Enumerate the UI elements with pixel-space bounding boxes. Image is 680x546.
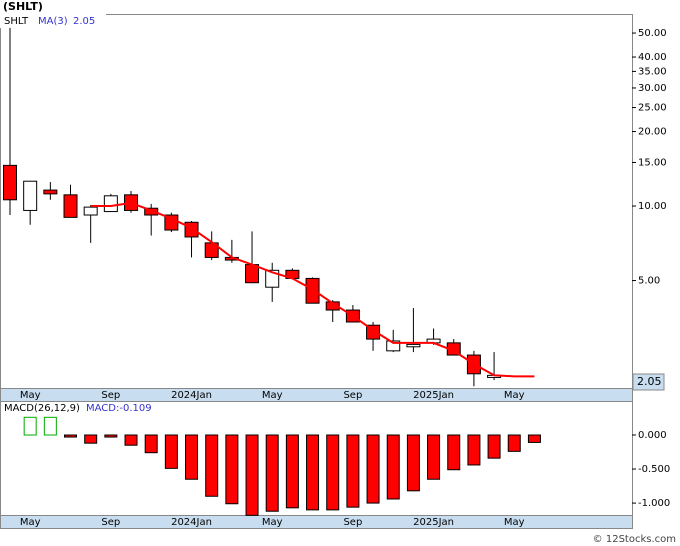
price-panel	[0, 14, 633, 389]
x-tick-label: 2024Jan	[171, 517, 212, 528]
x-tick-label: Sep	[101, 390, 120, 401]
legend-ma-value: 2.05	[73, 16, 95, 27]
macd-bar	[366, 434, 380, 504]
y-tick-label: 25.00	[638, 103, 667, 114]
macd-bar	[64, 434, 78, 438]
candle-body	[184, 221, 199, 238]
macd-value: MACD:-0.109	[86, 403, 152, 414]
x-tick-label: May	[504, 517, 525, 528]
candle-body	[23, 180, 38, 211]
macd-bar	[245, 434, 259, 516]
y-tick-label: 10.00	[638, 201, 667, 212]
legend	[0, 14, 106, 28]
candle-body	[325, 301, 340, 311]
macd-bar	[527, 434, 541, 443]
x-tick-label: May	[262, 390, 283, 401]
macd-title: MACD(26,12,9)	[4, 403, 80, 414]
y-tick-label: 35.00	[638, 66, 667, 77]
candle-body	[43, 189, 58, 195]
x-tick-label: 2024Jan	[171, 390, 212, 401]
x-tick-label: Sep	[343, 517, 362, 528]
y-tick-label: 15.00	[638, 157, 667, 168]
macd-bar	[447, 434, 461, 471]
y-tick-label: -0.500	[638, 464, 670, 475]
candle-body	[3, 164, 17, 201]
ma-line	[90, 201, 535, 378]
macd-bar	[467, 434, 481, 466]
macd-bar	[265, 434, 279, 512]
x-axis-band	[0, 515, 633, 529]
macd-bar	[225, 434, 239, 505]
candle-body	[144, 207, 159, 216]
y-tick-label: 30.00	[638, 83, 667, 94]
x-tick-label: 2025Jan	[413, 517, 454, 528]
x-tick-label: 2025Jan	[413, 390, 454, 401]
macd-bar	[306, 434, 320, 511]
last-price-box	[632, 373, 665, 391]
chart-title: (SHLT)	[3, 0, 43, 13]
macd-bar	[285, 434, 299, 509]
macd-bar	[84, 434, 98, 444]
macd-bar	[326, 434, 340, 511]
x-tick-label: May	[504, 390, 525, 401]
y-tick-label: 50.00	[638, 28, 667, 39]
y-tick-label: -1.000	[638, 498, 670, 509]
candle-body	[406, 343, 421, 348]
y-tick-label: 5.00	[638, 276, 660, 287]
legend-symbol: SHLT	[4, 16, 29, 27]
x-axis-band	[0, 388, 633, 402]
y-tick-label: 40.00	[638, 52, 667, 63]
x-tick-label: May	[20, 390, 41, 401]
macd-bar	[386, 434, 400, 500]
macd-bar	[487, 434, 501, 459]
macd-bar	[43, 416, 57, 436]
macd-bar	[104, 434, 118, 438]
legend-ma: MA(3)	[38, 16, 68, 27]
macd-bar	[164, 434, 178, 469]
candle-body	[305, 277, 320, 304]
candle-body	[265, 269, 280, 288]
last-price-label: 2.05	[637, 375, 662, 388]
macd-bar	[406, 434, 420, 492]
macd-bar	[185, 434, 199, 480]
y-tick-label: 0.000	[638, 430, 667, 441]
x-tick-label: May	[20, 517, 41, 528]
macd-bar	[144, 434, 158, 454]
macd-bar	[23, 416, 37, 436]
macd-bar	[205, 434, 219, 497]
y-tick-label: 20.00	[638, 127, 667, 138]
macd-bar	[346, 434, 360, 508]
x-tick-label: Sep	[343, 390, 362, 401]
candle-body	[83, 206, 98, 216]
macd-bar	[124, 434, 138, 446]
candle-body	[103, 195, 118, 213]
candle-body	[386, 340, 401, 352]
candle-body	[63, 194, 78, 218]
macd-bar	[427, 434, 441, 480]
macd-bar	[507, 434, 521, 452]
footer: © 12Stocks.com	[593, 534, 676, 545]
x-tick-label: Sep	[101, 517, 120, 528]
x-tick-label: May	[262, 517, 283, 528]
